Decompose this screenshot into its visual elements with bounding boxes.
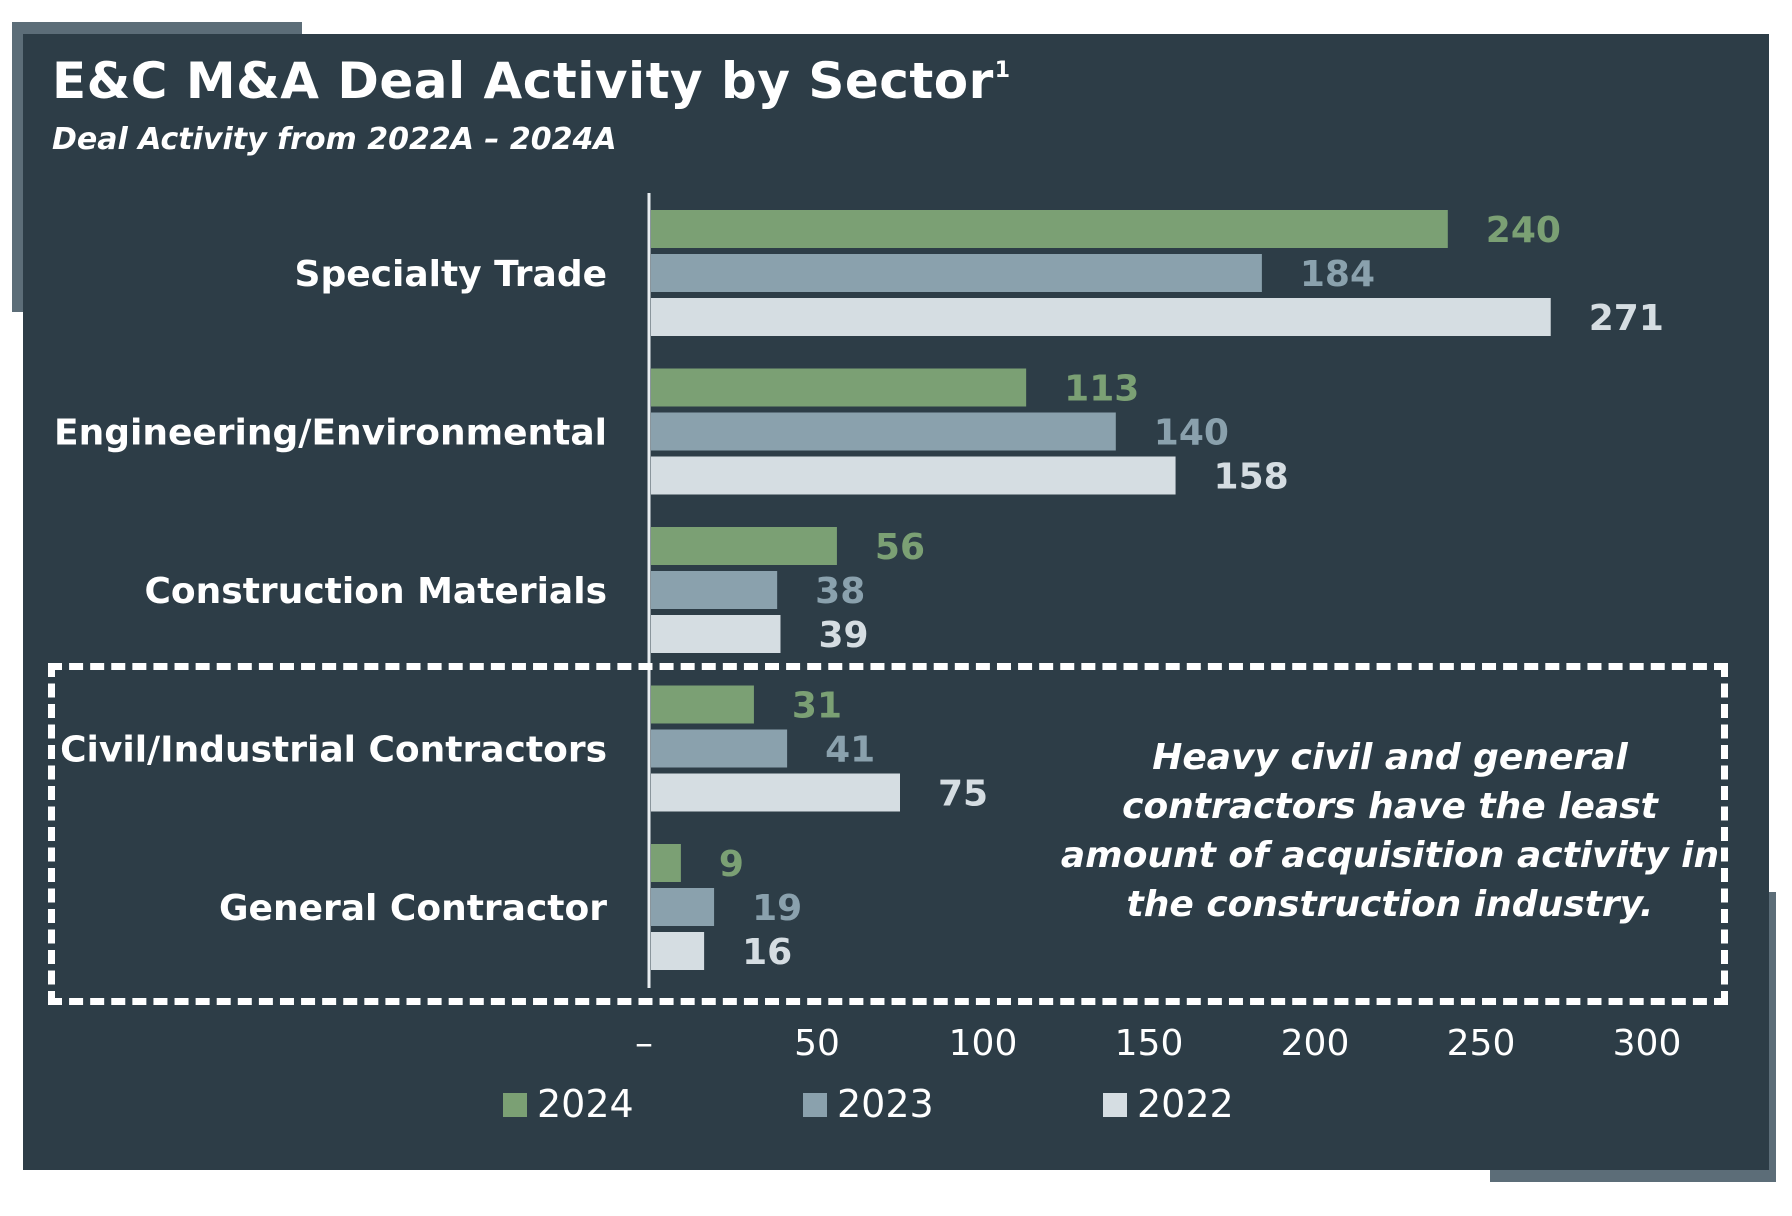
- legend-label-2023: 2023: [837, 1082, 934, 1126]
- bar-2023-4: [651, 888, 715, 926]
- bar-2023-0: [651, 254, 1262, 292]
- category-label-2: Construction Materials: [145, 571, 607, 612]
- bar-2022-4: [651, 932, 705, 970]
- bar-2022-3: [651, 773, 900, 812]
- data-label-2024-2: 56: [875, 527, 925, 568]
- data-label-2022-0: 271: [1589, 298, 1664, 339]
- legend-swatch-2022: [1103, 1093, 1127, 1117]
- legend-swatch-2023: [803, 1093, 827, 1117]
- legend-label-2022: 2022: [1137, 1082, 1234, 1126]
- chart-title: E&C M&A Deal Activity by Sector1: [52, 52, 1011, 110]
- bar-2023-1: [651, 412, 1116, 451]
- bar-2024-0: [651, 210, 1448, 248]
- x-tick-label-6: 300: [1613, 1023, 1682, 1064]
- bar-2023-3: [651, 729, 788, 768]
- category-label-1: Engineering/Environmental: [54, 413, 607, 454]
- bar-2023-2: [651, 571, 778, 609]
- data-label-2023-0: 184: [1300, 254, 1375, 295]
- data-label-2023-1: 140: [1154, 413, 1229, 454]
- data-label-2024-4: 9: [719, 844, 744, 885]
- category-label-4: General Contractor: [219, 888, 607, 929]
- x-tick-label-2: 100: [949, 1023, 1018, 1064]
- x-tick-label-3: 150: [1115, 1023, 1184, 1064]
- data-label-2024-3: 31: [792, 686, 842, 727]
- x-tick-label-4: 200: [1281, 1023, 1350, 1064]
- bar-2024-2: [651, 527, 837, 565]
- callout-text: Heavy civil and general contractors have…: [1060, 737, 1720, 925]
- data-label-2023-4: 19: [752, 888, 802, 929]
- x-tick-label-5: 250: [1447, 1023, 1516, 1064]
- legend-swatch-2024: [503, 1093, 527, 1117]
- data-label-2023-3: 41: [825, 730, 875, 771]
- bar-2022-2: [651, 615, 781, 653]
- data-label-2023-2: 38: [815, 571, 865, 612]
- callout-dashed-box: [48, 663, 1728, 1005]
- bar-2024-4: [651, 844, 681, 882]
- chart-title-text: E&C M&A Deal Activity by Sector: [52, 52, 994, 110]
- x-tick-label-0: –: [635, 1023, 653, 1064]
- data-label-2022-1: 158: [1214, 457, 1289, 498]
- bar-2022-0: [651, 298, 1551, 336]
- data-label-2024-0: 240: [1486, 210, 1561, 251]
- chart-subtitle: Deal Activity from 2022A – 2024A: [52, 122, 617, 157]
- data-label-2022-3: 75: [938, 774, 988, 815]
- category-label-0: Specialty Trade: [295, 254, 607, 295]
- bar-2024-3: [651, 685, 754, 724]
- data-label-2024-1: 113: [1064, 369, 1139, 410]
- data-label-2022-4: 16: [742, 932, 792, 973]
- bar-2024-1: [651, 368, 1027, 407]
- title-footnote-marker: 1: [994, 58, 1011, 83]
- legend-label-2024: 2024: [537, 1082, 634, 1126]
- category-label-3: Civil/Industrial Contractors: [60, 730, 607, 771]
- x-tick-label-1: 50: [794, 1023, 840, 1064]
- bar-2022-1: [651, 456, 1176, 495]
- data-label-2022-2: 39: [818, 615, 868, 656]
